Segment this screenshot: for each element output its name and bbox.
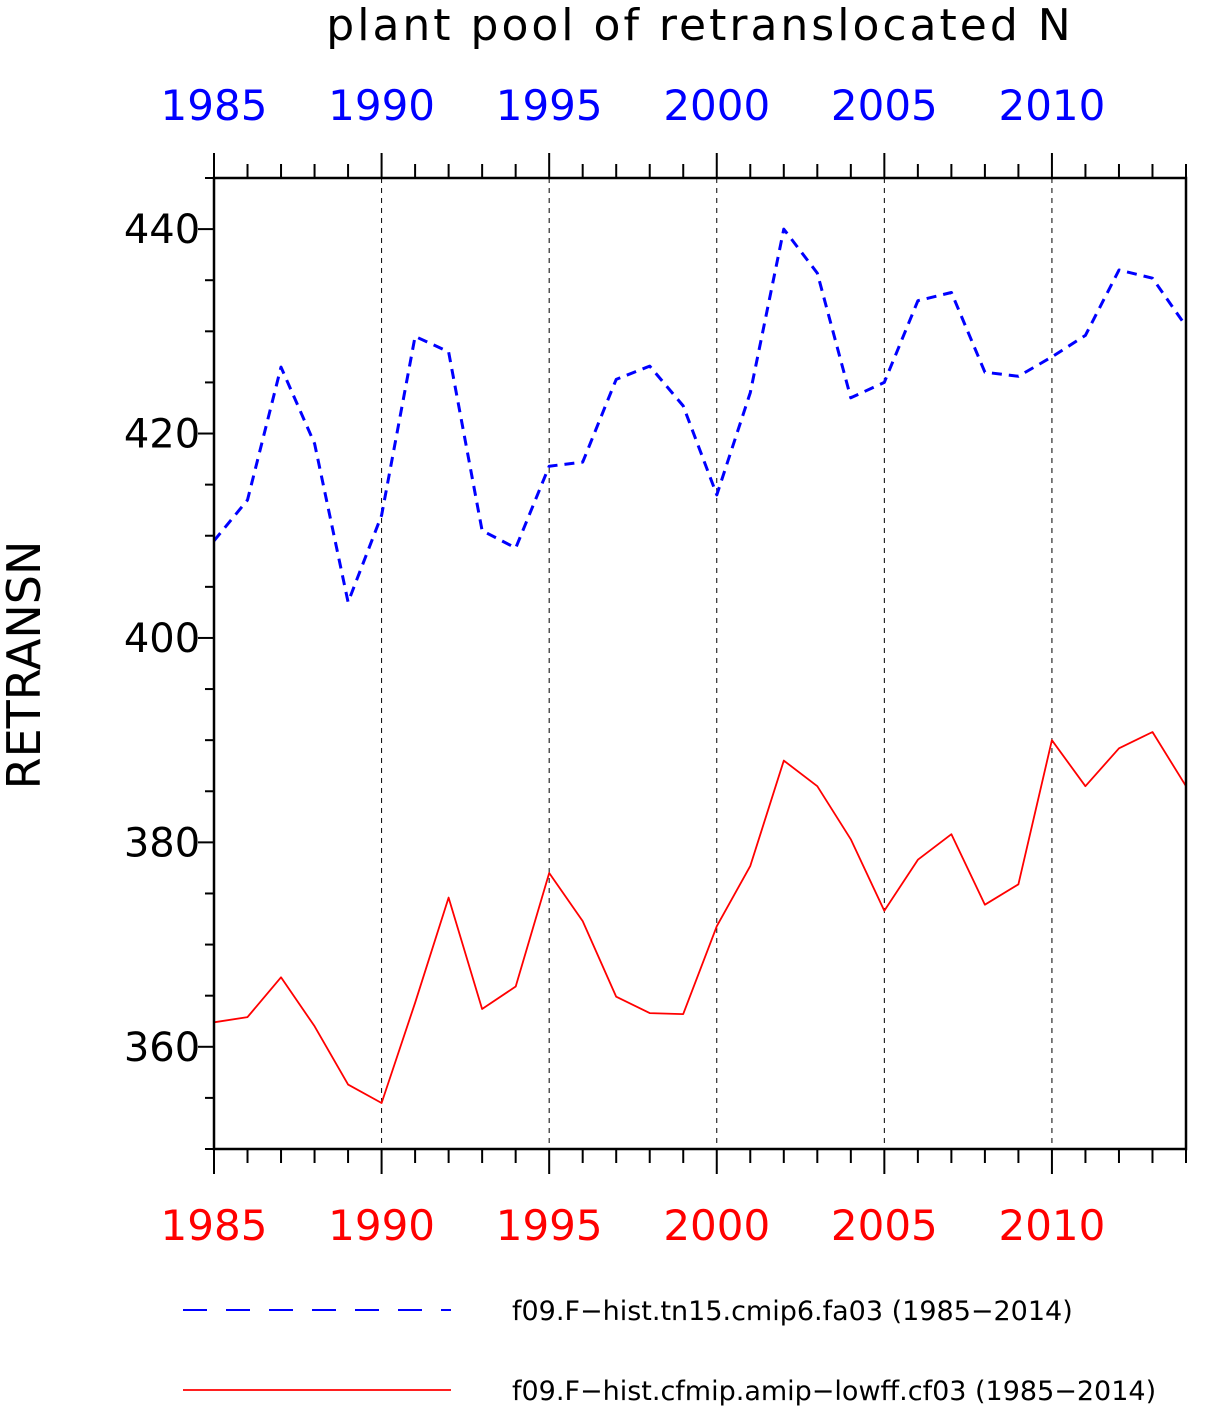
- legend-label-blue: f09.F−hist.tn15.cmip6.fa03 (1985−2014): [512, 1296, 1073, 1327]
- legend: f09.F−hist.tn15.cmip6.fa03 (1985−2014) f0…: [183, 1296, 1156, 1407]
- x-tick-label-bottom: 1985: [161, 1201, 268, 1250]
- plot-frame: [212, 176, 1188, 1151]
- legend-label-red: f09.F−hist.cfmip.amip−lowff.cf03 (1985−2…: [512, 1376, 1156, 1407]
- gridlines: [381, 178, 1053, 1149]
- x-tick-label-bottom: 1990: [328, 1201, 435, 1250]
- chart-title: plant pool of retranslocated N: [326, 0, 1073, 51]
- y-tick-label: 440: [124, 207, 200, 253]
- x-tick-label-top: 2005: [831, 81, 938, 130]
- y-tick-label: 420: [124, 412, 200, 458]
- series-line-red: [213, 731, 1187, 1104]
- x-tick-label-top: 2010: [998, 81, 1105, 130]
- y-tick-label: 360: [124, 1025, 200, 1071]
- series-lines: [212, 227, 1188, 1104]
- series-line-blue: [212, 227, 1188, 604]
- x-tick-label-top: 2000: [663, 81, 770, 130]
- x-tick-label-bottom: 2005: [831, 1201, 938, 1250]
- tick-labels: 360 380 400 420 440 1985 1985 1990 1990 1995 1995 2…: [124, 81, 1106, 1250]
- y-axis-label: RETRANSN: [0, 541, 51, 790]
- y-tick-label: 380: [124, 820, 200, 866]
- x-tick-label-bottom: 2010: [998, 1201, 1105, 1250]
- x-tick-label-top: 1990: [328, 81, 435, 130]
- y-tick-label: 400: [124, 616, 200, 662]
- x-tick-label-top: 1985: [161, 81, 268, 130]
- x-tick-label-bottom: 2000: [663, 1201, 770, 1250]
- x-tick-label-top: 1995: [496, 81, 603, 130]
- x-tick-label-bottom: 1995: [496, 1201, 603, 1250]
- axis-ticks: [198, 153, 1187, 1174]
